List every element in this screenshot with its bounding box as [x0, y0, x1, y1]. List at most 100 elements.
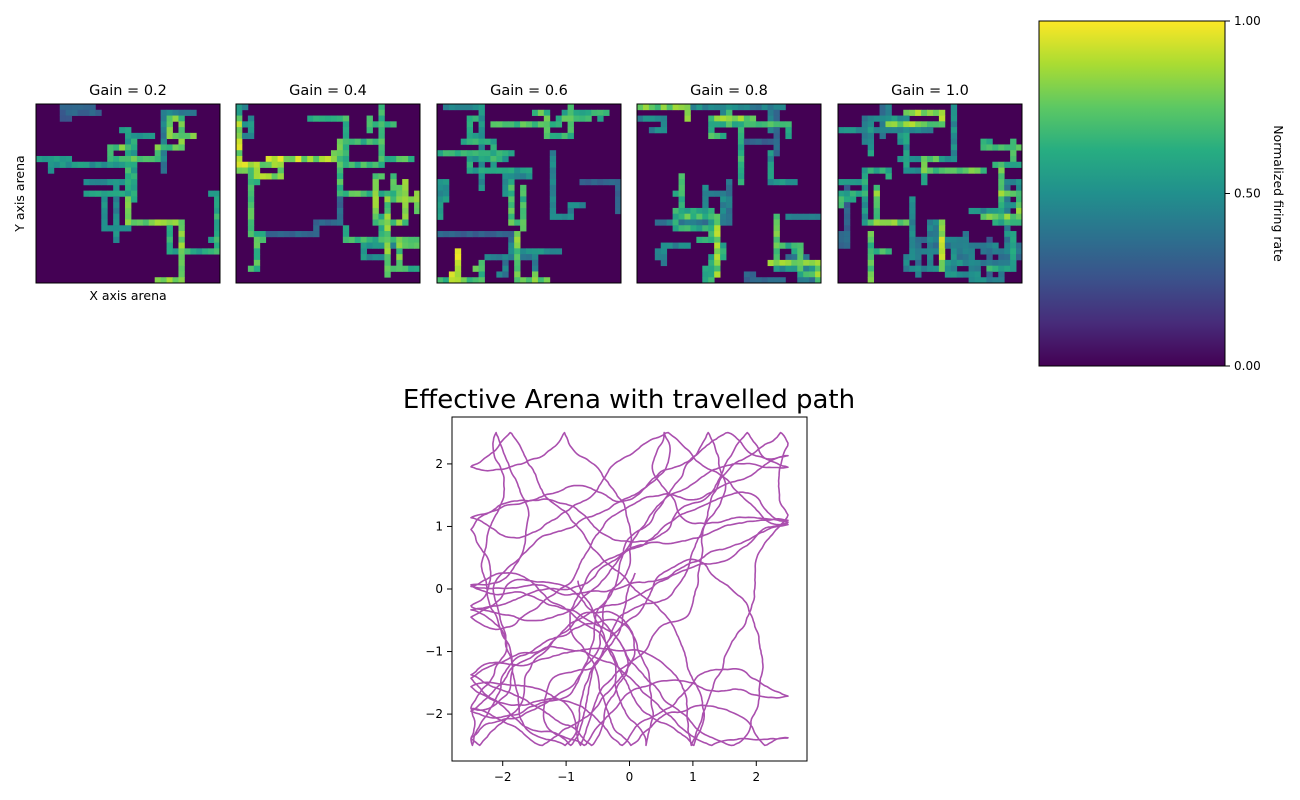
heatmap-cell — [921, 173, 928, 180]
heatmap-cell — [543, 121, 551, 128]
heatmap-cell — [307, 115, 314, 122]
heatmap-cell — [749, 277, 757, 284]
heatmap-cell — [384, 202, 391, 209]
heatmap-cell — [478, 127, 485, 134]
heatmap-cell — [190, 132, 197, 140]
heatmap-cell — [743, 271, 751, 278]
heatmap-cell — [791, 242, 798, 249]
heatmap-cell — [460, 150, 468, 157]
heatmap-cell — [437, 184, 444, 192]
heatmap-cell — [526, 254, 533, 261]
heatmap-cell — [921, 179, 928, 186]
heatmap-cell — [1016, 161, 1023, 168]
heatmap-cell — [720, 248, 727, 255]
heatmap-cell — [336, 179, 344, 186]
heatmap-cell — [909, 248, 916, 255]
heatmap-cell — [166, 231, 173, 238]
heatmap-cell — [125, 155, 132, 163]
heatmap-cell — [342, 127, 350, 134]
heatmap-cell — [879, 127, 886, 134]
heatmap-cell — [247, 219, 255, 226]
heatmap-cell — [779, 179, 786, 186]
heatmap-cell — [384, 219, 391, 226]
heatmap-cell — [708, 190, 715, 197]
heatmap-cell — [543, 248, 551, 255]
heatmap-cell — [142, 155, 150, 163]
heatmap-cell — [809, 259, 816, 267]
heatmap-cell — [702, 236, 709, 243]
heatmap-cell — [214, 225, 221, 232]
heatmap-cell — [938, 231, 946, 238]
heatmap-cell — [160, 109, 167, 116]
x-tick-label: 2 — [752, 770, 760, 784]
heatmap-cell — [962, 231, 969, 238]
heatmap-cell — [950, 155, 958, 163]
heatmap-cell — [378, 155, 385, 163]
heatmap-cell — [696, 104, 703, 111]
heatmap-cell — [702, 271, 709, 278]
heatmap-cell — [938, 155, 946, 163]
heatmap-cell — [508, 190, 515, 197]
heatmap-cell — [384, 265, 391, 272]
heatmap-cell — [166, 109, 173, 116]
heatmap-cell — [909, 254, 916, 261]
heatmap-cell — [301, 155, 308, 163]
heatmap-cell — [478, 184, 485, 192]
heatmap-cell — [520, 207, 527, 215]
heatmap-cell — [838, 196, 845, 203]
heatmap-cell — [414, 236, 421, 243]
heatmap-cell — [125, 190, 132, 197]
heatmap-cell — [873, 207, 880, 215]
heatmap-cell — [950, 104, 958, 111]
heatmap-cell — [236, 115, 243, 122]
heatmap-cell — [502, 150, 509, 157]
heatmap-cell — [1010, 213, 1017, 220]
heatmap-cell — [755, 121, 763, 128]
heatmap-cell — [1010, 254, 1017, 261]
panel-title: Gain = 0.2 — [89, 83, 167, 99]
heatmap-cell — [962, 271, 969, 278]
heatmap-cell — [549, 196, 557, 203]
heatmap-cell — [1016, 213, 1023, 220]
heatmap-cell — [396, 254, 403, 261]
heatmap-cell — [336, 138, 344, 145]
heatmap-cell — [448, 150, 456, 157]
heatmap-cell — [125, 138, 132, 145]
heatmap-cell — [113, 155, 120, 163]
heatmap-cell — [208, 248, 215, 255]
heatmap-cell — [478, 161, 485, 168]
heatmap-cell — [208, 190, 215, 197]
heatmap-cell — [166, 219, 173, 226]
heatmap-cell — [502, 121, 509, 128]
heatmap-cell — [378, 190, 385, 197]
heatmap-cell — [838, 231, 845, 238]
heatmap-cell — [454, 265, 462, 272]
heatmap-cell — [437, 207, 444, 215]
heatmap-cell — [372, 138, 379, 145]
heatmap-cell — [567, 115, 574, 122]
heatmap-cell — [909, 202, 916, 209]
heatmap-cell — [241, 121, 249, 128]
heatmap-cell — [767, 179, 774, 186]
heatmap-cell — [384, 196, 391, 203]
y-tick-label: −2 — [425, 707, 443, 721]
heatmap-cell — [253, 179, 261, 186]
heatmap-cell — [531, 121, 539, 128]
heatmap-cell — [472, 167, 479, 174]
heatmap-cell — [867, 236, 875, 243]
heatmap-cell — [1004, 259, 1011, 267]
heatmap-cell — [867, 121, 875, 128]
heatmap-cell — [478, 155, 485, 163]
heatmap-cell — [378, 104, 385, 111]
heatmap-cell — [968, 207, 975, 215]
heatmap-cell — [65, 104, 73, 111]
heatmap-cell — [861, 127, 869, 134]
heatmap-cell — [956, 248, 964, 255]
heatmap-cell — [490, 167, 497, 174]
heatmap-cell — [767, 155, 774, 163]
heatmap-cell — [154, 144, 162, 151]
heatmap-cell — [708, 277, 715, 284]
heatmap-cell — [466, 150, 474, 157]
heatmap-cell — [603, 109, 610, 116]
heatmap-cell — [749, 115, 757, 122]
